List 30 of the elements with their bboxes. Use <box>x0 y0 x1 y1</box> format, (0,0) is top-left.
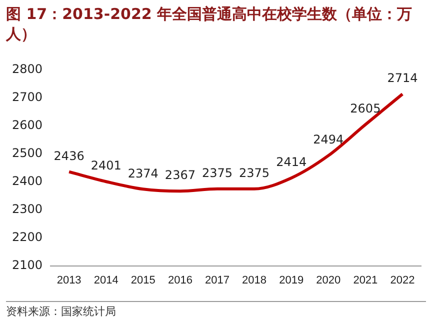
x-tick-label: 2022 <box>390 274 415 286</box>
x-tick-label: 2016 <box>168 274 192 286</box>
text: 资料来源：国家统计局 <box>6 301 426 319</box>
x-tick-label: 2021 <box>353 274 378 286</box>
data-label: 2367 <box>164 168 196 182</box>
chart-title: 图 17：2013-2022 年全国普通高中在校学生数（单位：万人） <box>6 4 414 44</box>
y-tick-label: 2800 <box>12 62 43 76</box>
data-label: 2414 <box>276 155 307 170</box>
data-label: 2375 <box>202 166 233 180</box>
x-tick-label: 2019 <box>279 274 304 286</box>
data-label: 2375 <box>239 166 270 180</box>
y-tick-label: 2600 <box>12 118 43 132</box>
x-tick-label: 2014 <box>94 274 118 286</box>
y-tick-label: 2100 <box>12 258 43 272</box>
data-label: 2494 <box>313 132 344 147</box>
y-tick-label: 2300 <box>12 202 43 216</box>
data-label: 2605 <box>350 102 381 116</box>
data-label: 2436 <box>54 148 84 163</box>
y-tick-label: 2400 <box>12 174 43 188</box>
x-tick-label: 2015 <box>130 274 156 286</box>
x-tick-label: 2013 <box>56 274 82 286</box>
y-tick-label: 2500 <box>12 146 43 160</box>
x-tick-label: 2017 <box>205 274 230 286</box>
x-tick-label: 2020 <box>316 274 341 286</box>
data-label: 2401 <box>90 158 122 173</box>
y-tick-label: 2700 <box>12 90 43 104</box>
x-tick-label: 2018 <box>242 274 267 286</box>
data-label: 2374 <box>128 166 158 180</box>
y-tick-label: 2200 <box>12 230 43 244</box>
data-label: 2714 <box>387 71 418 86</box>
